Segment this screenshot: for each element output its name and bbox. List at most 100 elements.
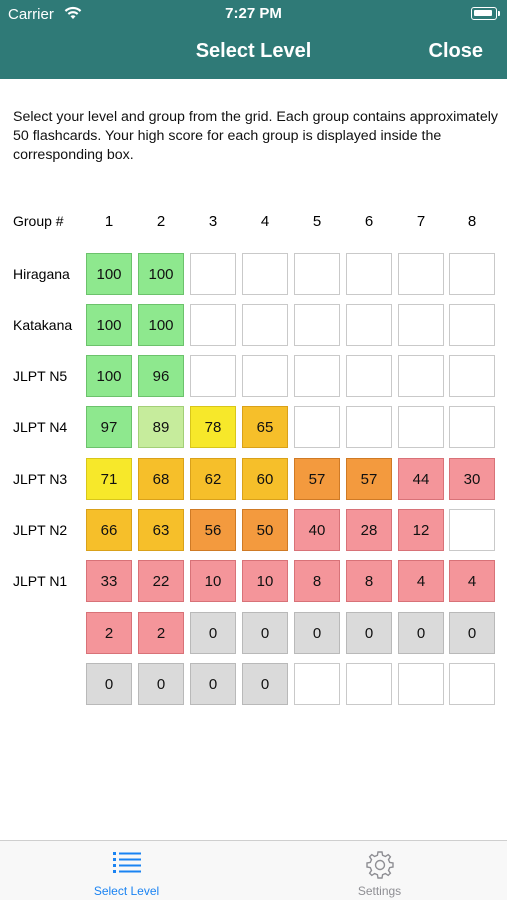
list-icon bbox=[112, 852, 141, 873]
score-cell[interactable]: 0 bbox=[190, 663, 236, 705]
score-cell[interactable] bbox=[190, 355, 236, 397]
score-cell[interactable]: 0 bbox=[294, 612, 340, 654]
tab-bar: Select Level Settings bbox=[0, 840, 507, 900]
score-cell[interactable] bbox=[294, 355, 340, 397]
score-cell[interactable] bbox=[449, 355, 495, 397]
score-cell[interactable] bbox=[190, 253, 236, 295]
score-cell[interactable]: 57 bbox=[346, 458, 392, 500]
score-cell[interactable]: 0 bbox=[242, 612, 288, 654]
score-cell[interactable]: 50 bbox=[242, 509, 288, 551]
score-cell[interactable]: 8 bbox=[294, 560, 340, 602]
score-cell[interactable]: 56 bbox=[190, 509, 236, 551]
score-cell[interactable] bbox=[294, 406, 340, 448]
score-cell[interactable]: 33 bbox=[86, 560, 132, 602]
score-cell[interactable]: 2 bbox=[86, 612, 132, 654]
row-label: JLPT N5 bbox=[13, 368, 68, 384]
score-cell[interactable] bbox=[346, 663, 392, 705]
score-cell[interactable]: 100 bbox=[86, 253, 132, 295]
score-cell[interactable]: 22 bbox=[138, 560, 184, 602]
score-cell[interactable]: 62 bbox=[190, 458, 236, 500]
score-cell[interactable]: 4 bbox=[398, 560, 444, 602]
score-cell[interactable]: 8 bbox=[346, 560, 392, 602]
row-label: JLPT N4 bbox=[13, 419, 68, 435]
tab-select-level-label: Select Level bbox=[93, 884, 160, 898]
score-cell[interactable] bbox=[242, 355, 288, 397]
score-cell[interactable]: 97 bbox=[86, 406, 132, 448]
score-cell[interactable]: 40 bbox=[294, 509, 340, 551]
column-header: 7 bbox=[416, 213, 426, 230]
score-cell[interactable] bbox=[449, 406, 495, 448]
score-cell[interactable]: 100 bbox=[138, 304, 184, 346]
score-cell[interactable]: 0 bbox=[190, 612, 236, 654]
status-bar: Carrier 7:27 PM bbox=[0, 0, 507, 28]
column-header: 5 bbox=[312, 213, 322, 230]
score-cell[interactable] bbox=[346, 355, 392, 397]
score-cell[interactable] bbox=[398, 355, 444, 397]
instructions-text: Select your level and group from the gri… bbox=[13, 109, 499, 163]
tab-select-level[interactable]: Select Level bbox=[0, 841, 253, 900]
score-cell[interactable]: 10 bbox=[190, 560, 236, 602]
score-cell[interactable] bbox=[398, 406, 444, 448]
status-time: 7:27 PM bbox=[225, 5, 282, 22]
score-cell[interactable] bbox=[346, 406, 392, 448]
score-cell[interactable]: 68 bbox=[138, 458, 184, 500]
score-cell[interactable] bbox=[242, 304, 288, 346]
close-button[interactable]: Close bbox=[428, 40, 483, 62]
score-cell[interactable] bbox=[346, 253, 392, 295]
score-cell[interactable]: 0 bbox=[346, 612, 392, 654]
wifi-icon bbox=[64, 6, 82, 19]
score-cell[interactable]: 12 bbox=[398, 509, 444, 551]
carrier-label: Carrier bbox=[8, 6, 54, 23]
gear-icon bbox=[365, 851, 394, 879]
score-cell[interactable] bbox=[449, 663, 495, 705]
score-cell[interactable]: 66 bbox=[86, 509, 132, 551]
column-header: 4 bbox=[260, 213, 270, 230]
column-header: 2 bbox=[156, 213, 166, 230]
score-cell[interactable] bbox=[449, 253, 495, 295]
score-cell[interactable]: 78 bbox=[190, 406, 236, 448]
score-cell[interactable]: 0 bbox=[242, 663, 288, 705]
row-label: JLPT N2 bbox=[13, 522, 68, 538]
tab-settings[interactable]: Settings bbox=[253, 841, 506, 900]
column-header: 6 bbox=[364, 213, 374, 230]
score-cell[interactable] bbox=[398, 304, 444, 346]
score-cell[interactable] bbox=[294, 304, 340, 346]
score-cell[interactable]: 89 bbox=[138, 406, 184, 448]
score-cell[interactable] bbox=[294, 253, 340, 295]
score-cell[interactable]: 0 bbox=[138, 663, 184, 705]
score-cell[interactable]: 100 bbox=[86, 355, 132, 397]
score-cell[interactable] bbox=[398, 253, 444, 295]
score-cell[interactable]: 4 bbox=[449, 560, 495, 602]
score-cell[interactable] bbox=[398, 663, 444, 705]
score-cell[interactable]: 10 bbox=[242, 560, 288, 602]
score-cell[interactable]: 0 bbox=[449, 612, 495, 654]
column-header: 8 bbox=[467, 213, 477, 230]
column-header: 3 bbox=[208, 213, 218, 230]
score-cell[interactable] bbox=[242, 253, 288, 295]
score-cell[interactable]: 65 bbox=[242, 406, 288, 448]
score-cell[interactable]: 0 bbox=[398, 612, 444, 654]
score-cell[interactable]: 2 bbox=[138, 612, 184, 654]
score-cell[interactable]: 60 bbox=[242, 458, 288, 500]
score-cell[interactable]: 63 bbox=[138, 509, 184, 551]
score-cell[interactable] bbox=[190, 304, 236, 346]
navigation-bar: Carrier 7:27 PM Select Level Close bbox=[0, 0, 507, 79]
row-label: Katakana bbox=[13, 317, 73, 333]
score-cell[interactable]: 30 bbox=[449, 458, 495, 500]
score-cell[interactable]: 0 bbox=[86, 663, 132, 705]
score-cell[interactable]: 71 bbox=[86, 458, 132, 500]
score-cell[interactable] bbox=[449, 304, 495, 346]
score-cell[interactable]: 100 bbox=[86, 304, 132, 346]
score-cell[interactable]: 44 bbox=[398, 458, 444, 500]
score-cell[interactable]: 96 bbox=[138, 355, 184, 397]
column-header: 1 bbox=[104, 213, 114, 230]
score-cell[interactable]: 57 bbox=[294, 458, 340, 500]
score-cell[interactable]: 28 bbox=[346, 509, 392, 551]
row-label: JLPT N1 bbox=[13, 573, 68, 589]
tab-settings-label: Settings bbox=[357, 884, 402, 898]
score-cell[interactable] bbox=[449, 509, 495, 551]
group-number-header: Group # bbox=[13, 213, 64, 229]
score-cell[interactable] bbox=[294, 663, 340, 705]
score-cell[interactable] bbox=[346, 304, 392, 346]
score-cell[interactable]: 100 bbox=[138, 253, 184, 295]
